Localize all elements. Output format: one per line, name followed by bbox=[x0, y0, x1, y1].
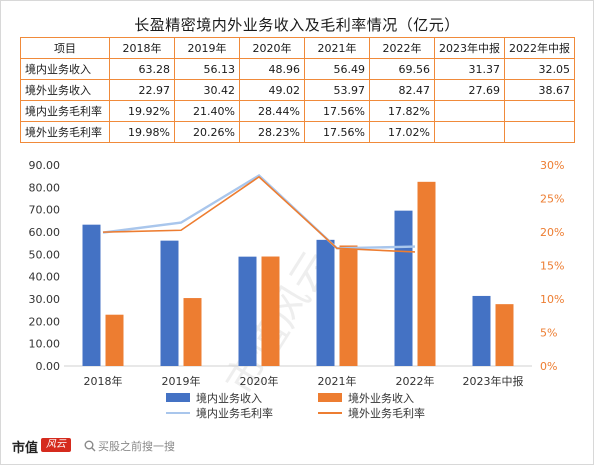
legend-label: 境外业务毛利率 bbox=[348, 406, 425, 420]
search-box[interactable]: 买股之前搜一搜 bbox=[82, 437, 202, 454]
y-left-tick-label: 50.00 bbox=[29, 248, 61, 261]
table-header-cell: 2023年中报 bbox=[434, 37, 505, 59]
y-right-tick-label: 15% bbox=[540, 260, 564, 273]
table-cell: 21.40% bbox=[174, 100, 240, 122]
search-placeholder: 买股之前搜一搜 bbox=[98, 440, 175, 453]
series-line bbox=[102, 173, 416, 250]
table-cell: 82.47 bbox=[369, 79, 435, 101]
brand-logo-mark: 风云 bbox=[41, 438, 71, 452]
y-left-tick-label: 60.00 bbox=[29, 226, 61, 239]
table-cell: 48.96 bbox=[239, 58, 305, 80]
y-left-tick-label: 40.00 bbox=[29, 271, 61, 284]
data-table: 项目 2018年 2019年 2020年 2021年 2022年 2023年中报 2022年中… bbox=[20, 37, 575, 143]
y-right-tick-label: 25% bbox=[540, 193, 564, 206]
table-row: 境外业务收入 22.97 30.42 49.02 53.97 82.47 27.69 38.6… bbox=[20, 79, 575, 101]
bar bbox=[261, 256, 280, 366]
table-row: 境外业务毛利率 19.98% 20.26% 28.23% 17.56% 17.02% bbox=[20, 121, 575, 143]
table-cell: 17.82% bbox=[369, 100, 435, 122]
table-header-cell: 2022年 bbox=[369, 37, 435, 59]
table-row: 境内业务毛利率 19.92% 21.40% 28.44% 17.56% 17.82% bbox=[20, 100, 575, 122]
x-tick-label: 2020年 bbox=[240, 374, 279, 388]
y-left-tick-label: 0.00 bbox=[36, 360, 61, 373]
table-cell: 28.23% bbox=[239, 121, 305, 143]
bar bbox=[495, 304, 514, 366]
legend-label: 境内业务收入 bbox=[196, 391, 262, 405]
bar bbox=[82, 224, 101, 366]
table-cell: 19.98% bbox=[109, 121, 175, 143]
series-line bbox=[102, 175, 416, 253]
y-left-tick-label: 10.00 bbox=[29, 338, 61, 351]
bar bbox=[394, 210, 413, 366]
y-left-tick-label: 70.00 bbox=[29, 204, 61, 217]
x-tick-label: 2019年 bbox=[162, 374, 201, 388]
x-tick-label: 2022年 bbox=[396, 374, 435, 388]
bar bbox=[417, 181, 436, 366]
legend-swatch bbox=[318, 393, 342, 402]
table-cell: 19.92% bbox=[109, 100, 175, 122]
table-header-cell: 2021年 bbox=[304, 37, 370, 59]
chart-title: 长盈精密境内外业务收入及毛利率情况（亿元） bbox=[134, 16, 460, 34]
brand-logo-text: 市值 bbox=[12, 441, 39, 456]
y-left-tick-label: 80.00 bbox=[29, 181, 61, 194]
table-cell: 49.02 bbox=[239, 79, 305, 101]
x-tick-label: 2021年 bbox=[318, 374, 357, 388]
table-header-row: 项目 2018年 2019年 2020年 2021年 2022年 2023年中报 2022年中… bbox=[20, 37, 575, 59]
table-cell: 20.26% bbox=[174, 121, 240, 143]
table-cell: 28.44% bbox=[239, 100, 305, 122]
table-row-label: 境外业务收入 bbox=[20, 79, 110, 101]
bar bbox=[183, 298, 202, 366]
x-tick-label: 2018年 bbox=[84, 374, 123, 388]
x-tick-label: 2023年中报 bbox=[463, 374, 524, 388]
legend-swatch bbox=[166, 393, 190, 402]
y-right-tick-label: 5% bbox=[540, 327, 557, 340]
footer: 市值 风云 买股之前搜一搜 bbox=[0, 432, 594, 462]
y-right-tick-label: 30% bbox=[540, 159, 564, 172]
y-left-tick-label: 90.00 bbox=[29, 159, 61, 172]
table-cell: 31.37 bbox=[434, 58, 505, 80]
bar bbox=[105, 314, 124, 366]
combo-chart: 市值风云0.0010.0020.0030.0040.0050.0060.0070… bbox=[29, 159, 565, 420]
y-right-tick-label: 10% bbox=[540, 293, 564, 306]
table-cell bbox=[504, 121, 575, 143]
legend-label: 境外业务收入 bbox=[348, 391, 414, 405]
y-right-tick-label: 20% bbox=[540, 226, 564, 239]
bar bbox=[238, 256, 257, 366]
bar bbox=[316, 239, 335, 366]
y-right-tick-label: 0% bbox=[540, 360, 557, 373]
bar bbox=[472, 295, 491, 366]
bar bbox=[160, 240, 179, 366]
legend-label: 境内业务毛利率 bbox=[196, 406, 273, 420]
table-row-label: 境外业务毛利率 bbox=[20, 121, 110, 143]
y-left-tick-label: 30.00 bbox=[29, 293, 61, 306]
table-cell: 53.97 bbox=[304, 79, 370, 101]
y-left-tick-label: 20.00 bbox=[29, 315, 61, 328]
search-icon bbox=[84, 440, 96, 452]
bar bbox=[339, 245, 358, 366]
table-cell: 38.67 bbox=[504, 79, 575, 101]
